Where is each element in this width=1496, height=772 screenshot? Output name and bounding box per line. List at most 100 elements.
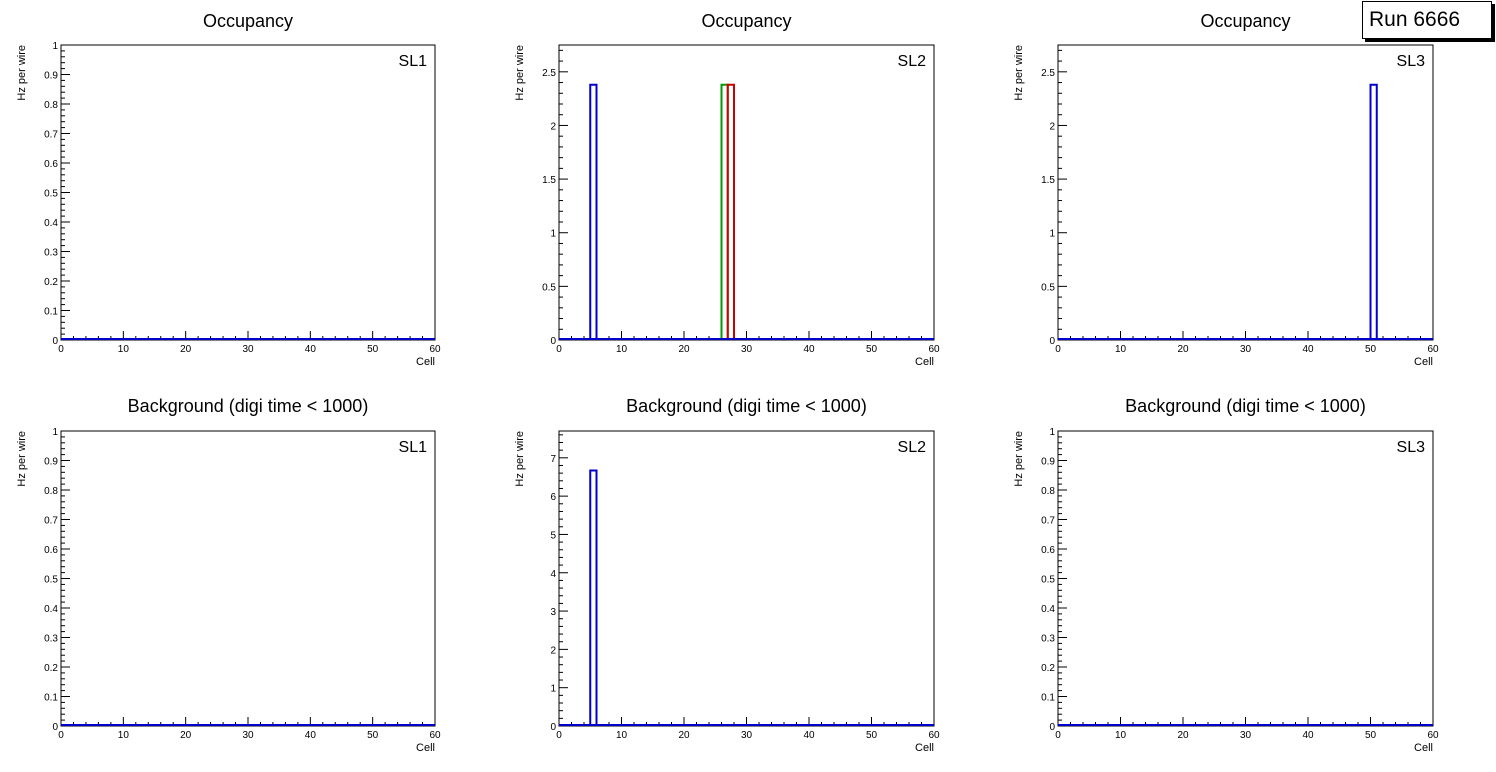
y-axis-label: Hz per wire xyxy=(514,431,526,487)
panel-title: Background (digi time < 1000) xyxy=(128,396,369,416)
y-tick-label: 0.9 xyxy=(44,71,58,82)
run-label: Run 6666 xyxy=(1369,8,1461,31)
y-tick-label: 0.8 xyxy=(44,486,58,497)
panel-title: Occupancy xyxy=(203,11,293,31)
plot-frame xyxy=(60,430,436,727)
x-tick-label: 60 xyxy=(429,730,441,741)
x-tick-label: 40 xyxy=(305,730,317,741)
y-tick-label: 0.5 xyxy=(1041,282,1055,293)
x-tick-label: 50 xyxy=(1365,730,1377,741)
y-tick-label: 0.1 xyxy=(1041,693,1055,704)
y-tick-label: 0 xyxy=(550,336,556,347)
y-tick-label: 0.6 xyxy=(1041,545,1055,556)
run-label-box: Run 6666 xyxy=(1362,1,1492,39)
y-tick-label: 1 xyxy=(1049,427,1055,438)
x-tick-label: 50 xyxy=(866,344,878,355)
superlayer-label: SL3 xyxy=(1397,439,1426,456)
x-axis-label: Cell xyxy=(915,356,934,368)
y-tick-label: 0.2 xyxy=(44,277,58,288)
panel-3: Occupancy SL3 0 10 20 30 40 50 60 0 0.5 1 1.5 2 2.5 Cel… xyxy=(1013,11,1439,368)
x-tick-label: 10 xyxy=(616,730,628,741)
panel-title: Occupancy xyxy=(701,11,791,31)
plot-frame xyxy=(558,430,935,727)
y-axis-label: Hz per wire xyxy=(1013,431,1025,487)
panel-title: Background (digi time < 1000) xyxy=(1125,396,1366,416)
x-tick-label: 30 xyxy=(741,344,753,355)
histogram-bin-layer-red xyxy=(726,83,735,340)
x-tick-label: 40 xyxy=(1302,344,1314,355)
x-tick-label: 10 xyxy=(616,344,628,355)
x-tick-label: 20 xyxy=(1177,730,1189,741)
x-tick-label: 50 xyxy=(1365,344,1377,355)
y-tick-label: 0.8 xyxy=(44,100,58,111)
y-tick-label: 2 xyxy=(550,121,556,132)
y-tick-label: 0.6 xyxy=(44,545,58,556)
y-tick-label: 0.3 xyxy=(44,248,58,259)
panel-title: Occupancy xyxy=(1200,11,1290,31)
y-tick-label: 0.5 xyxy=(44,189,58,200)
superlayer-label: SL1 xyxy=(399,53,428,70)
y-tick-label: 0.4 xyxy=(1041,604,1055,615)
y-axis-label: Hz per wire xyxy=(16,431,28,487)
y-tick-label: 0.5 xyxy=(542,282,556,293)
plot-frame xyxy=(558,44,935,341)
y-tick-label: 1.5 xyxy=(542,175,556,186)
x-axis-label: Cell xyxy=(416,356,435,368)
y-tick-label: 5 xyxy=(550,530,556,541)
panel-2: Occupancy SL2 0 10 20 30 40 50 60 0 0.5 1 1.5 2 2.5 Cel… xyxy=(514,11,940,368)
y-tick-label: 0 xyxy=(1049,722,1055,733)
x-tick-label: 20 xyxy=(180,730,192,741)
x-tick-label: 60 xyxy=(429,344,441,355)
x-tick-label: 30 xyxy=(242,344,254,355)
y-tick-label: 0 xyxy=(52,336,58,347)
plot-frame xyxy=(1057,430,1434,727)
panel-title: Background (digi time < 1000) xyxy=(626,396,867,416)
y-axis-label: Hz per wire xyxy=(514,45,526,101)
y-tick-label: 2 xyxy=(1049,121,1055,132)
x-tick-label: 20 xyxy=(678,344,690,355)
y-tick-label: 0 xyxy=(550,722,556,733)
y-tick-label: 0.1 xyxy=(44,693,58,704)
y-tick-label: 0.5 xyxy=(1041,575,1055,586)
histogram-bin-layer-blue xyxy=(589,83,598,340)
y-tick-label: 1 xyxy=(550,229,556,240)
y-tick-label: 0 xyxy=(1049,336,1055,347)
histogram-bin-layer-blue xyxy=(589,469,598,726)
plot-frame xyxy=(60,44,436,341)
y-tick-label: 4 xyxy=(550,569,556,580)
panel-1: Occupancy SL1 0 10 20 30 40 50 60 0 0.1 0.2 0.3 0.4 0.… xyxy=(16,11,441,368)
y-tick-label: 0.4 xyxy=(44,218,58,229)
y-tick-label: 0.2 xyxy=(1041,663,1055,674)
x-tick-label: 0 xyxy=(58,730,64,741)
y-tick-label: 1 xyxy=(52,427,58,438)
y-tick-label: 2.5 xyxy=(1041,68,1055,79)
y-tick-label: 2 xyxy=(550,645,556,656)
y-tick-label: 0.7 xyxy=(44,130,58,141)
x-tick-label: 0 xyxy=(58,344,64,355)
x-tick-label: 40 xyxy=(803,344,815,355)
x-tick-label: 60 xyxy=(1427,344,1439,355)
y-tick-label: 0 xyxy=(52,722,58,733)
y-tick-label: 1.5 xyxy=(1041,175,1055,186)
x-axis-label: Cell xyxy=(1414,356,1433,368)
x-tick-label: 10 xyxy=(1115,344,1127,355)
histogram-bin-layer-blue xyxy=(1369,83,1378,340)
x-tick-label: 40 xyxy=(803,730,815,741)
x-tick-label: 30 xyxy=(741,730,753,741)
x-tick-label: 30 xyxy=(1240,344,1252,355)
superlayer-label: SL2 xyxy=(898,439,927,456)
x-tick-label: 10 xyxy=(118,730,130,741)
x-tick-label: 10 xyxy=(1115,730,1127,741)
x-tick-label: 30 xyxy=(1240,730,1252,741)
y-tick-label: 0.6 xyxy=(44,159,58,170)
y-tick-label: 0.9 xyxy=(1041,457,1055,468)
x-tick-label: 30 xyxy=(242,730,254,741)
x-tick-label: 0 xyxy=(556,730,562,741)
y-tick-label: 1 xyxy=(550,684,556,695)
x-tick-label: 60 xyxy=(928,730,940,741)
x-tick-label: 60 xyxy=(1427,730,1439,741)
superlayer-label: SL2 xyxy=(898,53,927,70)
